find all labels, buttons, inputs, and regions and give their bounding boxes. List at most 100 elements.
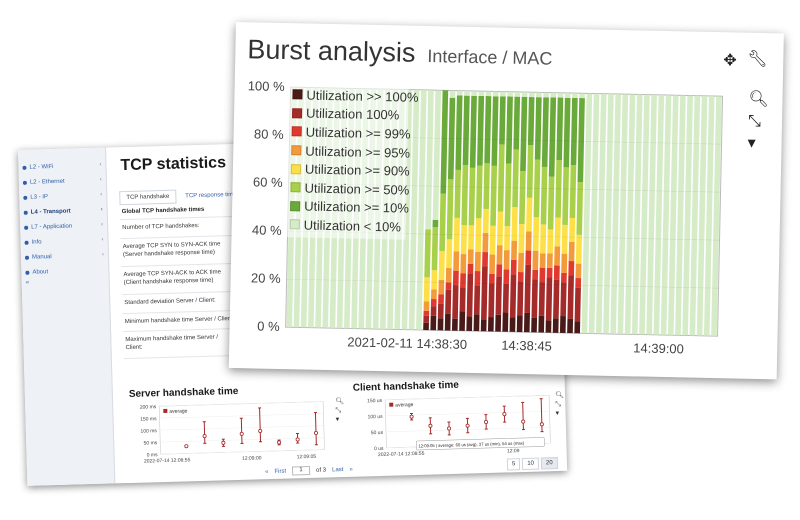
bar-segment — [459, 287, 466, 312]
bar-segment — [526, 144, 534, 198]
x-tick-label: 2022-07-14 12:08:55 — [144, 457, 191, 464]
bar-segment — [548, 97, 557, 177]
bar-segment — [527, 96, 535, 146]
legend-label: Utilization >= 50% — [304, 180, 410, 198]
caret-down-icon[interactable]: ▾ — [335, 416, 340, 424]
bar-segment — [431, 270, 438, 290]
bar-segment — [462, 95, 470, 166]
bar-segment — [487, 316, 494, 332]
bar-segment — [509, 317, 516, 332]
bar-segment — [631, 94, 643, 335]
pager-last-button[interactable]: Last — [332, 466, 344, 473]
compress-icon[interactable]: ⤡ — [555, 400, 562, 409]
legend-item[interactable]: Utilization < 10% — [289, 215, 416, 236]
search-icon[interactable]: 🔍︎ — [335, 397, 345, 406]
bar-segment — [482, 252, 489, 267]
search-icon[interactable]: 🔍︎ — [748, 90, 769, 109]
sidebar-bullet-icon — [22, 180, 27, 185]
bar-segment — [639, 94, 650, 335]
chevron-left-icon: ‹ — [101, 221, 104, 228]
bar-segment — [507, 91, 514, 97]
pager-first-button[interactable]: First — [274, 468, 287, 475]
grid-line — [385, 411, 550, 417]
tooltip-text: 12:09:05 | average: 60 us (avg), 37 us (… — [418, 440, 525, 448]
legend-label: Utilization < 10% — [303, 217, 402, 235]
compress-icon[interactable]: ⤡ — [335, 407, 342, 415]
bar-segment — [682, 95, 693, 336]
bar-segment — [483, 163, 490, 209]
bar-segment — [561, 253, 568, 273]
bar-segment — [459, 311, 466, 331]
y-tick-label: 0 ms — [147, 452, 158, 458]
legend-label: Utilization 100% — [305, 105, 400, 123]
bar-segment — [473, 314, 480, 332]
bar-segment — [437, 318, 444, 331]
bar-segment — [577, 98, 585, 183]
legend-label: Utilization >= 90% — [304, 161, 410, 179]
bar-segment — [490, 165, 498, 226]
bar-segment — [424, 229, 431, 278]
sidebar-collapse-button[interactable]: « — [25, 279, 30, 286]
page-size-option[interactable]: 5 — [506, 458, 521, 471]
bar-segment — [453, 217, 460, 252]
bar-segment — [531, 317, 538, 333]
bar-segment — [517, 271, 524, 282]
bar-segment — [553, 265, 560, 281]
bar-segment — [496, 264, 503, 277]
average-point — [521, 419, 526, 424]
page-number-input[interactable]: 1 — [291, 465, 311, 476]
burst-analysis-window: Burst analysis Interface / MAC ✥ 🔧︎ 🔍︎ ⤡ … — [228, 22, 784, 380]
bar-segment — [588, 93, 600, 334]
y-axis-ticks: 100 % 80 % 60 % 40 % 20 % 0 % — [236, 22, 784, 334]
wrench-icon[interactable]: 🔧︎ — [747, 50, 768, 69]
bar-segment — [503, 269, 510, 284]
bar-segment — [497, 144, 505, 212]
bar-segment — [567, 318, 574, 334]
server-chart-title: Server handshake time — [128, 385, 239, 400]
bar-segment — [541, 97, 549, 167]
bar-segment — [532, 269, 539, 280]
sidebar-item-7[interactable]: About — [21, 263, 108, 280]
bar-segment — [528, 92, 535, 98]
bar-segment — [561, 224, 568, 254]
legend-label: Utilization >= 95% — [305, 143, 411, 161]
bar-segment — [464, 90, 470, 96]
bar-segment — [533, 159, 541, 218]
tcp-main: TCP statistics TCP handshake TCP respons… — [106, 135, 567, 483]
error-bar — [259, 407, 262, 442]
bar-segment — [555, 159, 562, 218]
bar-segment — [524, 264, 531, 314]
bar-segment — [576, 181, 584, 235]
tooltip-box — [416, 437, 545, 451]
pager-next-button[interactable]: » — [349, 466, 353, 473]
bar-segment — [496, 211, 504, 246]
chevron-left-icon: ‹ — [101, 236, 104, 243]
bar-segment — [480, 319, 487, 332]
legend-label: average — [169, 408, 187, 415]
bar-segment — [500, 91, 506, 97]
bar-segment — [509, 274, 517, 318]
bar-segment — [531, 279, 538, 318]
bar-segment — [401, 89, 413, 330]
average-point — [502, 412, 507, 417]
bar-segment — [540, 166, 548, 225]
compress-icon[interactable]: ⤡ — [747, 112, 762, 131]
caret-down-icon[interactable]: ▾ — [555, 409, 560, 418]
bar-segment — [491, 96, 499, 166]
pager-prev-button[interactable]: « — [264, 468, 269, 475]
sidebar-bullet-icon — [22, 165, 27, 170]
page-size-option[interactable]: 10 — [522, 457, 540, 471]
bar-segment — [423, 301, 430, 311]
search-icon[interactable]: 🔍︎ — [554, 391, 565, 400]
move-icon[interactable]: ✥ — [723, 52, 737, 70]
bar-segment — [569, 165, 577, 218]
bar-segment — [595, 93, 607, 334]
bar-segment — [603, 93, 614, 334]
bar-segment — [511, 207, 518, 241]
chevron-left-icon: ‹ — [99, 176, 102, 183]
caret-down-icon[interactable]: ▾ — [747, 134, 756, 152]
bar-segment — [467, 263, 474, 274]
page-size-option[interactable]: 20 — [540, 457, 558, 470]
